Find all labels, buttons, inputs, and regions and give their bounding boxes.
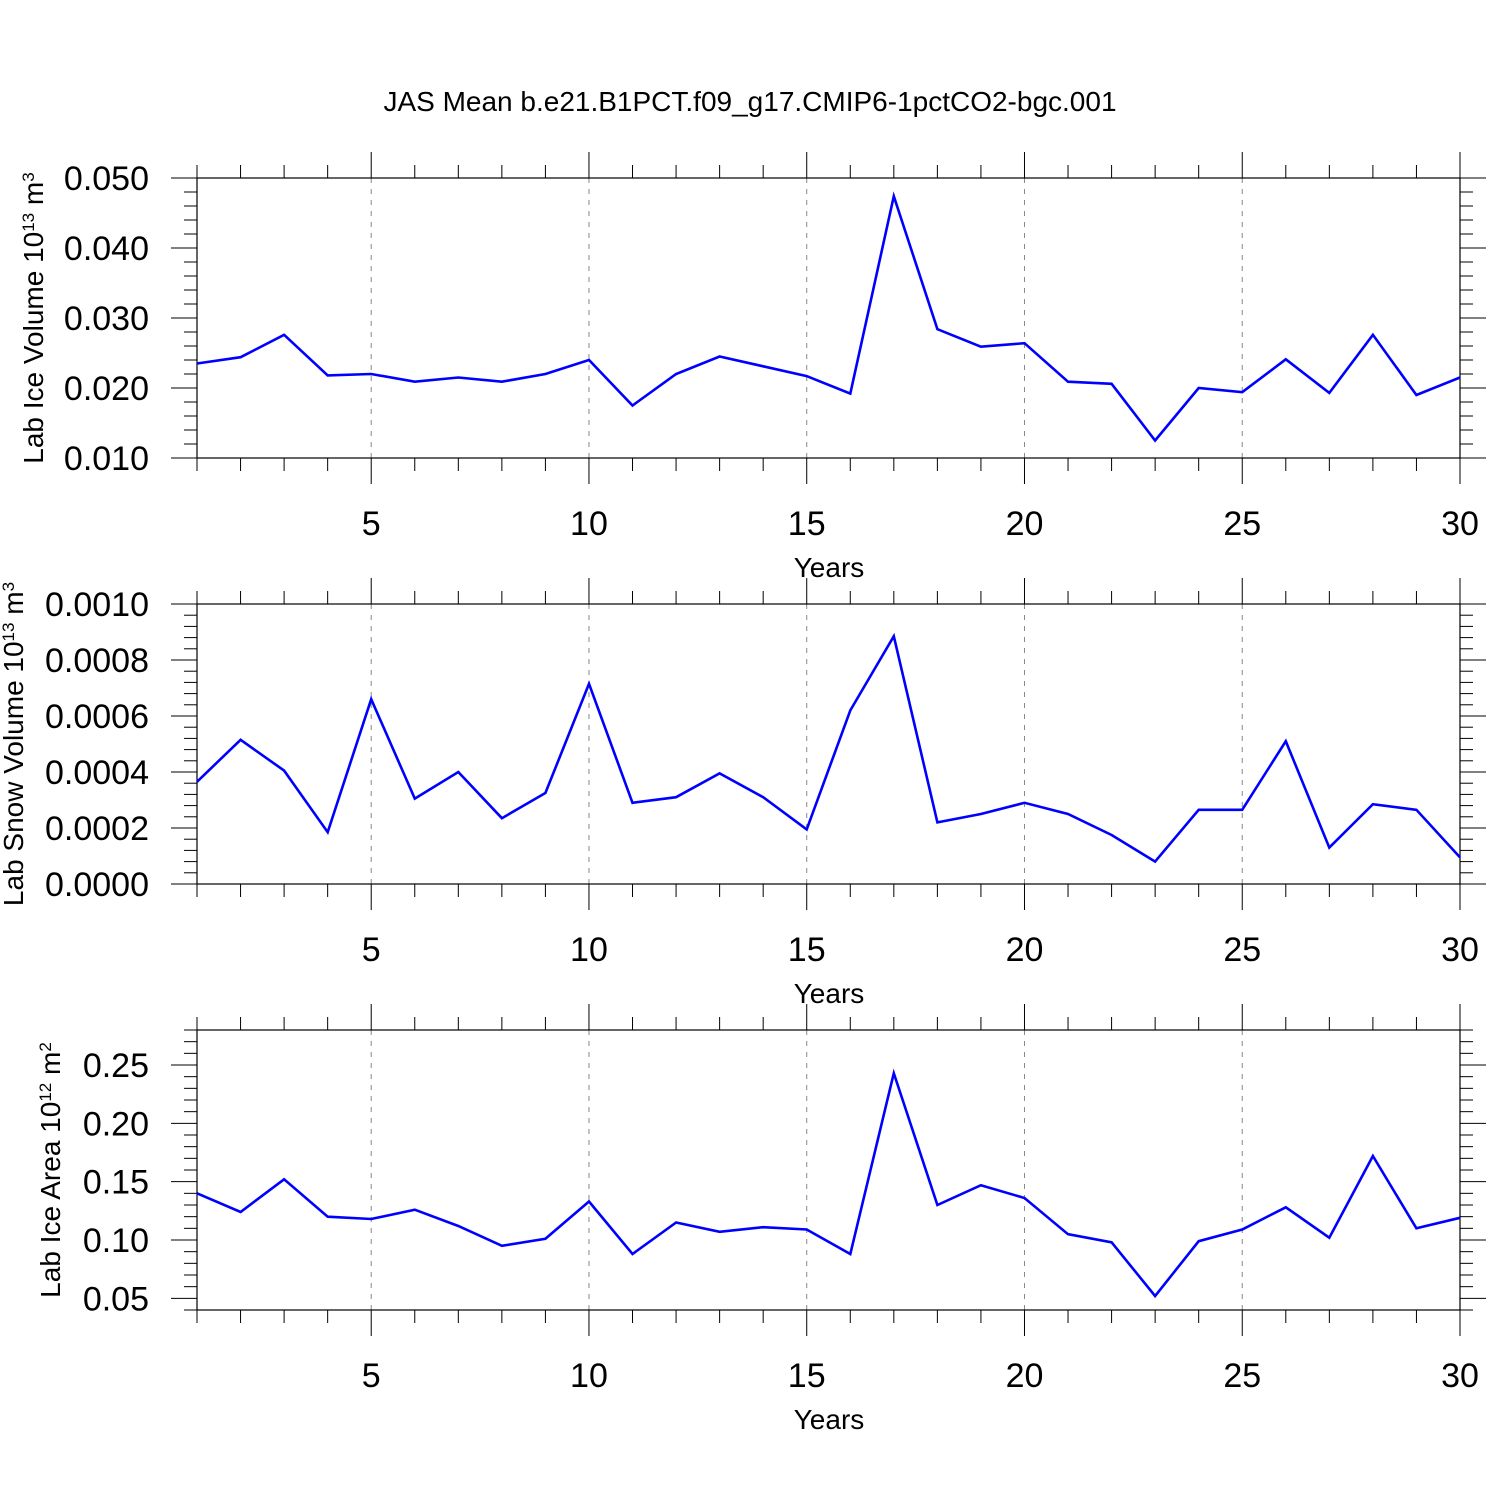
x-tick-label: 20 <box>1006 505 1044 543</box>
y-tick-label: 0.0004 <box>45 754 149 792</box>
x-tick-label: 15 <box>788 1357 826 1395</box>
x-tick-label: 20 <box>1006 931 1044 969</box>
series-line <box>196 632 1461 864</box>
y-tick-label: 0.020 <box>64 370 149 408</box>
x-tick-label: 30 <box>1441 505 1479 543</box>
plot-frame <box>196 1029 1461 1311</box>
x-tick-label: 5 <box>362 505 381 543</box>
y-tick-label: 0.0000 <box>45 866 149 904</box>
y-tick-label: 0.0010 <box>45 586 149 624</box>
panel-3: 0.05 0.10 0.15 0.20 0.25 5 10 15 20 25 30 Years Lab … <box>35 1004 1486 1435</box>
y-tick-label: 0.25 <box>83 1047 149 1085</box>
x-axis-title: Years <box>794 1404 865 1435</box>
y-axis-title: Lab Ice Volume 1013 m3 <box>18 172 49 463</box>
y-tick-label: 0.15 <box>83 1164 149 1202</box>
x-tick-label: 10 <box>570 931 608 969</box>
panel-2: 0.0000 0.0002 0.0004 0.0006 0.0008 0.0010 5 10 1… <box>0 578 1486 1009</box>
x-tick-label: 10 <box>570 1357 608 1395</box>
y-tick-label: 0.10 <box>83 1222 149 1260</box>
series-line <box>196 191 1461 443</box>
series-line <box>196 1068 1461 1299</box>
x-tick-label: 30 <box>1441 1357 1479 1395</box>
x-axis-title: Years <box>794 552 865 583</box>
x-tick-label: 15 <box>788 505 826 543</box>
chart-title: JAS Mean b.e21.B1PCT.f09_g17.CMIP6-1pctC… <box>383 86 1117 117</box>
y-tick-label: 0.0006 <box>45 698 149 736</box>
x-tick-label: 10 <box>570 505 608 543</box>
x-tick-label: 20 <box>1006 1357 1044 1395</box>
y-tick-label: 0.20 <box>83 1105 149 1143</box>
y-tick-label: 0.040 <box>64 230 149 268</box>
y-tick-label: 0.0008 <box>45 642 149 680</box>
y-tick-label: 0.05 <box>83 1280 149 1318</box>
x-tick-label: 15 <box>788 931 826 969</box>
y-axis-title: Lab Ice Area 1012 m2 <box>35 1042 66 1298</box>
x-tick-label: 5 <box>362 931 381 969</box>
y-tick-label: 0.050 <box>64 160 149 198</box>
x-tick-label: 25 <box>1223 931 1261 969</box>
x-tick-label: 5 <box>362 1357 381 1395</box>
panel-1: 0.010 0.020 0.030 0.040 0.050 5 10 15 20 25 30 Year… <box>18 152 1486 583</box>
plot-frame <box>196 603 1461 885</box>
x-tick-label: 25 <box>1223 1357 1261 1395</box>
y-tick-label: 0.0002 <box>45 810 149 848</box>
x-tick-label: 30 <box>1441 931 1479 969</box>
y-tick-label: 0.030 <box>64 300 149 338</box>
x-tick-label: 25 <box>1223 505 1261 543</box>
plot-frame <box>196 177 1461 459</box>
y-axis-title: Lab Snow Volume 1013 m3 <box>0 582 29 906</box>
y-tick-label: 0.010 <box>64 440 149 478</box>
x-axis-title: Years <box>794 978 865 1009</box>
